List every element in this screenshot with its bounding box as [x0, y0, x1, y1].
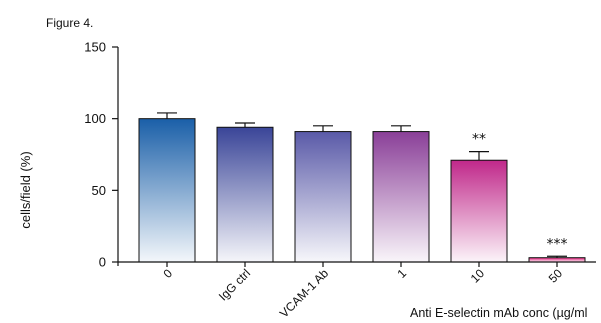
significance-label: ***	[547, 236, 568, 252]
bar-1	[216, 126, 274, 263]
x-tick-label: VCAM-1 Ab	[277, 266, 331, 320]
y-tick-label: 50	[92, 183, 106, 198]
y-tick-label: 100	[84, 111, 106, 126]
bar-3	[372, 131, 430, 263]
x-tick-label: IgG ctrl	[216, 266, 253, 303]
y-tick-label: 0	[99, 255, 106, 270]
bar-4	[450, 159, 508, 263]
x-tick-label: 0	[160, 266, 175, 281]
x-axis-label: Anti E-selectin mAb conc (µg/ml	[410, 306, 587, 320]
x-tick-label: 10	[468, 266, 488, 286]
y-axis-label: cells/field (%)	[18, 151, 33, 228]
bar-0	[138, 118, 196, 263]
chart-bars	[138, 112, 586, 263]
x-tick-label: 50	[546, 266, 566, 286]
significance-label: **	[472, 132, 486, 148]
y-tick-label: 150	[84, 40, 106, 55]
figure-label: Figure 4.	[46, 16, 94, 30]
x-tick-label: 1	[394, 266, 409, 281]
chart-axes: 0 50 100 150	[84, 40, 596, 270]
bar-5	[528, 257, 586, 263]
bar-2	[294, 131, 352, 263]
